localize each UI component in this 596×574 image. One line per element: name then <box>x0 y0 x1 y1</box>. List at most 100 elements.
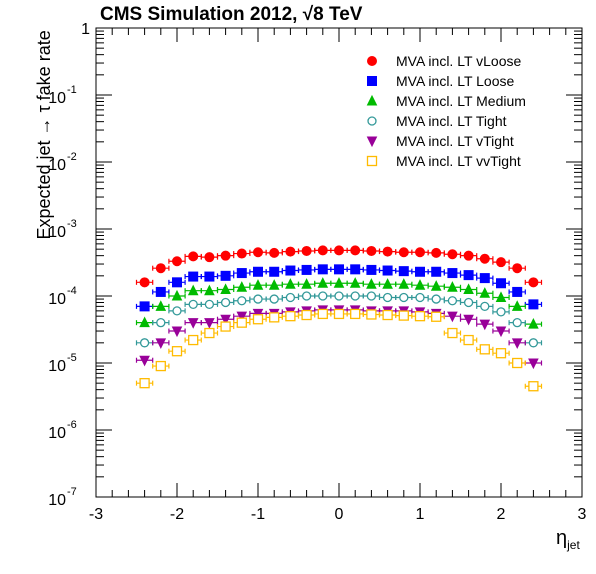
legend-marker <box>367 116 377 126</box>
data-point <box>285 265 296 276</box>
data-point <box>431 266 442 277</box>
data-point <box>285 278 296 289</box>
data-point <box>398 278 410 289</box>
data-point <box>269 247 280 258</box>
data-point <box>463 283 474 295</box>
data-point <box>528 299 539 310</box>
data-point <box>447 296 458 306</box>
data-point <box>415 266 425 277</box>
data-point <box>350 291 360 301</box>
data-point <box>317 264 328 275</box>
data-point <box>172 306 182 316</box>
data-point <box>398 310 409 321</box>
data-point <box>139 338 150 348</box>
data-point <box>269 312 280 323</box>
y-tick-label: 10 <box>48 291 66 308</box>
legend-marker <box>366 136 378 148</box>
data-point <box>236 248 247 259</box>
data-point <box>187 284 199 296</box>
data-point <box>301 291 312 301</box>
y-tick-label-exp: -2 <box>67 151 77 163</box>
y-tick-label: 1 <box>81 21 90 38</box>
title-energy: 8 TeV <box>313 4 363 25</box>
data-point <box>447 311 458 323</box>
data-point <box>528 318 539 329</box>
data-points <box>135 245 543 392</box>
x-tick-label: -3 <box>89 506 103 523</box>
legend-entry: MVA incl. LT vvTight <box>396 153 521 169</box>
data-point <box>236 311 248 323</box>
data-point <box>171 289 183 301</box>
data-point <box>188 334 199 346</box>
data-point <box>382 309 393 321</box>
data-point <box>350 264 361 275</box>
data-point <box>512 286 523 297</box>
data-point <box>398 247 409 258</box>
data-point <box>431 294 441 304</box>
data-point <box>285 292 296 303</box>
data-point <box>334 291 344 301</box>
data-point <box>528 381 539 392</box>
data-point <box>496 307 506 317</box>
data-point <box>430 280 442 291</box>
legend-marker <box>367 56 377 66</box>
y-tick-label-exp: -4 <box>67 285 77 297</box>
data-point <box>495 348 507 359</box>
data-point <box>252 279 264 290</box>
data-point <box>350 308 361 320</box>
data-point <box>204 271 215 282</box>
data-point <box>415 292 425 303</box>
data-point <box>414 279 426 290</box>
data-point <box>382 278 393 289</box>
data-point <box>479 253 490 264</box>
data-point <box>398 266 409 277</box>
data-point <box>204 327 215 339</box>
data-point <box>496 278 506 289</box>
data-point <box>334 264 344 275</box>
data-point <box>220 270 231 281</box>
y-tick-label: 10 <box>48 425 66 442</box>
x-tick-label: -2 <box>170 506 184 523</box>
data-point <box>463 334 474 346</box>
data-point <box>479 273 490 284</box>
y-tick-label-exp: -7 <box>67 486 77 498</box>
data-point <box>139 277 150 288</box>
x-axis-label: ηjet <box>556 527 580 552</box>
data-point <box>139 355 150 367</box>
data-point <box>285 311 296 322</box>
data-point <box>495 291 507 302</box>
data-point <box>285 246 296 257</box>
data-point <box>139 301 150 312</box>
data-point <box>528 338 539 348</box>
y-axis-label: Expected jet → τ fake rate <box>34 30 54 240</box>
data-point <box>399 292 409 303</box>
x-tick-label: 0 <box>335 506 344 523</box>
data-point <box>253 266 263 277</box>
data-point <box>220 297 231 308</box>
legend: MVA incl. LT vLoose MVA incl. LT Loose MVA… <box>366 53 526 169</box>
x-axis-label-sub: jet <box>567 538 580 552</box>
data-point <box>220 283 231 295</box>
data-point <box>237 296 247 306</box>
data-point <box>350 245 361 256</box>
data-point <box>318 291 328 301</box>
data-point <box>155 300 167 311</box>
legend-marker <box>366 94 378 106</box>
data-point <box>301 278 312 289</box>
data-point <box>269 266 280 277</box>
legend-entry: MVA incl. LT Loose <box>396 73 514 89</box>
data-point <box>333 277 345 288</box>
y-tick-label-exp: -5 <box>67 352 77 364</box>
legend-entry: MVA incl. LT Medium <box>396 93 526 109</box>
data-point <box>463 250 474 261</box>
data-point <box>172 277 182 288</box>
data-point <box>236 268 247 279</box>
data-point <box>366 291 377 301</box>
series-group <box>135 308 543 392</box>
data-point <box>220 250 231 261</box>
y-tick-label: 10 <box>48 224 66 241</box>
data-point <box>463 314 474 326</box>
data-point <box>415 247 425 258</box>
data-point <box>139 316 150 328</box>
